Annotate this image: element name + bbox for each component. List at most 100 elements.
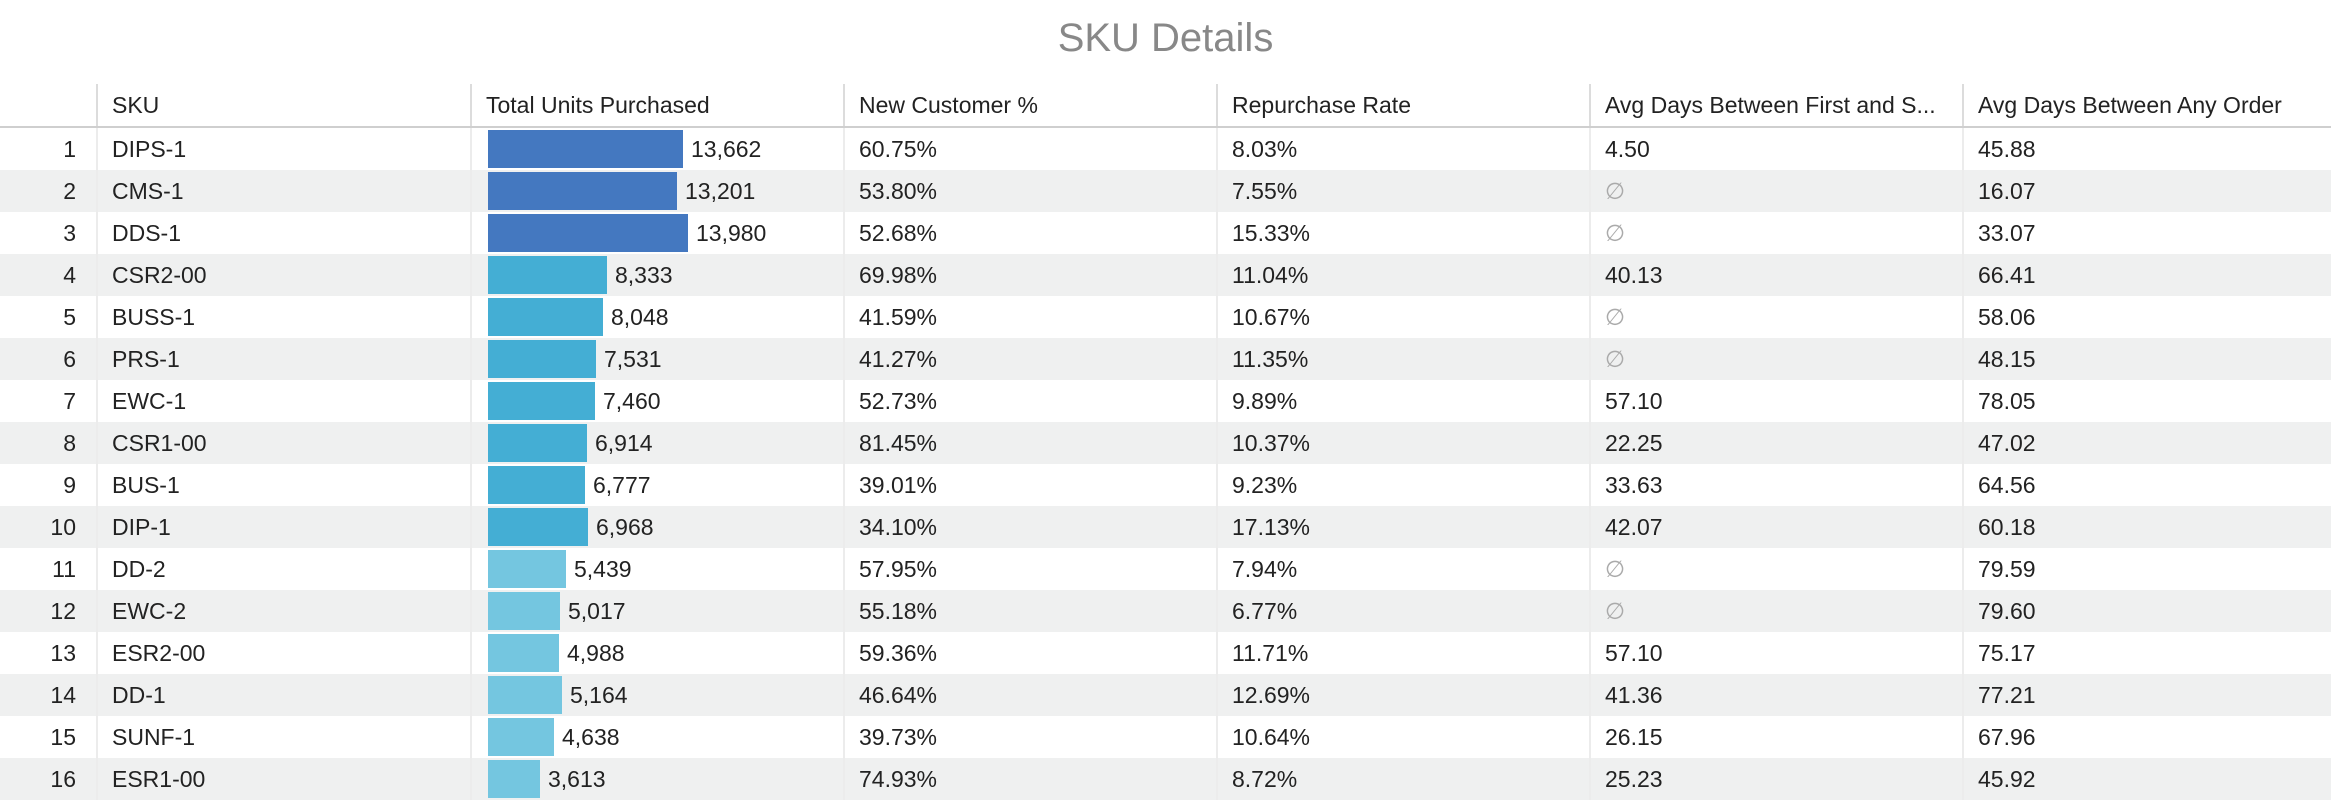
units-value: 6,968: [596, 514, 654, 540]
units-bar-wrap: 8,048: [488, 298, 843, 336]
units-bar-wrap: 4,988: [488, 634, 843, 672]
new-customer-cell: 39.01%: [843, 464, 1216, 506]
units-bar-wrap: 8,333: [488, 256, 843, 294]
avg-days-any-order-cell: 48.15: [1962, 338, 2331, 380]
table-row[interactable]: 12 EWC-2 5,017 55.18% 6.77% ∅ 79.60: [0, 590, 2331, 632]
column-header-total-units[interactable]: Total Units Purchased: [470, 84, 843, 126]
table-row[interactable]: 7 EWC-1 7,460 52.73% 9.89% 57.10 78.05: [0, 380, 2331, 422]
sku-cell: DD-1: [96, 674, 470, 716]
sku-cell: PRS-1: [96, 338, 470, 380]
total-units-cell: 13,980: [470, 212, 843, 254]
table-row[interactable]: 3 DDS-1 13,980 52.68% 15.33% ∅ 33.07: [0, 212, 2331, 254]
units-value: 13,662: [691, 136, 762, 162]
units-bar: [488, 508, 588, 546]
table-row[interactable]: 6 PRS-1 7,531 41.27% 11.35% ∅ 48.15: [0, 338, 2331, 380]
repurchase-rate-cell: 9.23%: [1216, 464, 1589, 506]
new-customer-cell: 69.98%: [843, 254, 1216, 296]
sku-cell: BUSS-1: [96, 296, 470, 338]
total-units-cell: 7,531: [470, 338, 843, 380]
units-value: 13,980: [696, 220, 767, 246]
repurchase-rate-cell: 8.72%: [1216, 758, 1589, 800]
new-customer-cell: 41.27%: [843, 338, 1216, 380]
table-row[interactable]: 10 DIP-1 6,968 34.10% 17.13% 42.07 60.18: [0, 506, 2331, 548]
units-bar: [488, 466, 585, 504]
sku-cell: SUNF-1: [96, 716, 470, 758]
row-index: 7: [63, 388, 76, 414]
units-bar: [488, 634, 559, 672]
page-title: SKU Details: [1057, 16, 1274, 60]
table-row[interactable]: 4 CSR2-00 8,333 69.98% 11.04% 40.13 66.41: [0, 254, 2331, 296]
total-units-cell: 5,439: [470, 548, 843, 590]
table-row[interactable]: 9 BUS-1 6,777 39.01% 9.23% 33.63 64.56: [0, 464, 2331, 506]
sku-cell: DD-2: [96, 548, 470, 590]
column-header-repurchase-rate[interactable]: Repurchase Rate: [1216, 84, 1589, 126]
row-index: 13: [50, 640, 76, 666]
row-index: 10: [50, 514, 76, 540]
sku-cell: ESR1-00: [96, 758, 470, 800]
units-value: 8,048: [611, 304, 669, 330]
new-customer-cell: 52.73%: [843, 380, 1216, 422]
avg-days-first-second-cell: 57.10: [1589, 380, 1962, 422]
table-row[interactable]: 1 DIPS-1 13,662 60.75% 8.03% 4.50 45.88: [0, 128, 2331, 170]
repurchase-rate-cell: 7.94%: [1216, 548, 1589, 590]
table-row[interactable]: 11 DD-2 5,439 57.95% 7.94% ∅ 79.59: [0, 548, 2331, 590]
units-bar: [488, 256, 607, 294]
column-header-index[interactable]: [0, 84, 96, 126]
avg-days-first-second-cell: 41.36: [1589, 674, 1962, 716]
new-customer-cell: 60.75%: [843, 128, 1216, 170]
avg-days-first-second-cell: ∅: [1589, 548, 1962, 590]
table-row[interactable]: 16 ESR1-00 3,613 74.93% 8.72% 25.23 45.92: [0, 758, 2331, 800]
table-row[interactable]: 13 ESR2-00 4,988 59.36% 11.71% 57.10 75.17: [0, 632, 2331, 674]
row-index: 3: [63, 220, 76, 246]
table-row[interactable]: 8 CSR1-00 6,914 81.45% 10.37% 22.25 47.02: [0, 422, 2331, 464]
new-customer-cell: 55.18%: [843, 590, 1216, 632]
total-units-cell: 13,201: [470, 170, 843, 212]
units-bar: [488, 298, 603, 336]
avg-days-any-order-cell: 75.17: [1962, 632, 2331, 674]
avg-days-any-order-cell: 45.92: [1962, 758, 2331, 800]
repurchase-rate-cell: 10.67%: [1216, 296, 1589, 338]
units-value: 4,988: [567, 640, 625, 666]
table-row[interactable]: 15 SUNF-1 4,638 39.73% 10.64% 26.15 67.96: [0, 716, 2331, 758]
avg-days-any-order-cell: 45.88: [1962, 128, 2331, 170]
units-bar-wrap: 5,017: [488, 592, 843, 630]
row-index: 12: [50, 598, 76, 624]
total-units-cell: 4,988: [470, 632, 843, 674]
row-index: 15: [50, 724, 76, 750]
units-value: 7,460: [603, 388, 661, 414]
avg-days-first-second-cell: 26.15: [1589, 716, 1962, 758]
units-bar-wrap: 6,914: [488, 424, 843, 462]
units-bar-wrap: 13,980: [488, 214, 843, 252]
avg-days-any-order-cell: 66.41: [1962, 254, 2331, 296]
repurchase-rate-cell: 10.64%: [1216, 716, 1589, 758]
avg-days-first-second-cell: ∅: [1589, 212, 1962, 254]
repurchase-rate-cell: 11.04%: [1216, 254, 1589, 296]
units-bar: [488, 424, 587, 462]
avg-days-first-second-cell: 42.07: [1589, 506, 1962, 548]
table-row[interactable]: 5 BUSS-1 8,048 41.59% 10.67% ∅ 58.06: [0, 296, 2331, 338]
column-header-sku[interactable]: SKU: [96, 84, 470, 126]
units-value: 6,777: [593, 472, 651, 498]
new-customer-cell: 52.68%: [843, 212, 1216, 254]
total-units-cell: 7,460: [470, 380, 843, 422]
units-value: 5,439: [574, 556, 632, 582]
new-customer-cell: 46.64%: [843, 674, 1216, 716]
column-header-avg-days-any-order[interactable]: Avg Days Between Any Order: [1962, 84, 2331, 126]
total-units-cell: 6,777: [470, 464, 843, 506]
units-bar: [488, 172, 677, 210]
units-bar: [488, 550, 566, 588]
column-header-avg-days-first-second[interactable]: Avg Days Between First and S...: [1589, 84, 1962, 126]
units-bar-wrap: 5,439: [488, 550, 843, 588]
sku-cell: CSR1-00: [96, 422, 470, 464]
table-row[interactable]: 14 DD-1 5,164 46.64% 12.69% 41.36 77.21: [0, 674, 2331, 716]
units-bar-wrap: 13,201: [488, 172, 843, 210]
total-units-cell: 3,613: [470, 758, 843, 800]
row-index: 8: [63, 430, 76, 456]
row-index: 14: [50, 682, 76, 708]
table-row[interactable]: 2 CMS-1 13,201 53.80% 7.55% ∅ 16.07: [0, 170, 2331, 212]
repurchase-rate-cell: 11.71%: [1216, 632, 1589, 674]
new-customer-cell: 57.95%: [843, 548, 1216, 590]
column-header-new-customer[interactable]: New Customer %: [843, 84, 1216, 126]
units-bar-wrap: 3,613: [488, 760, 843, 798]
units-value: 6,914: [595, 430, 653, 456]
